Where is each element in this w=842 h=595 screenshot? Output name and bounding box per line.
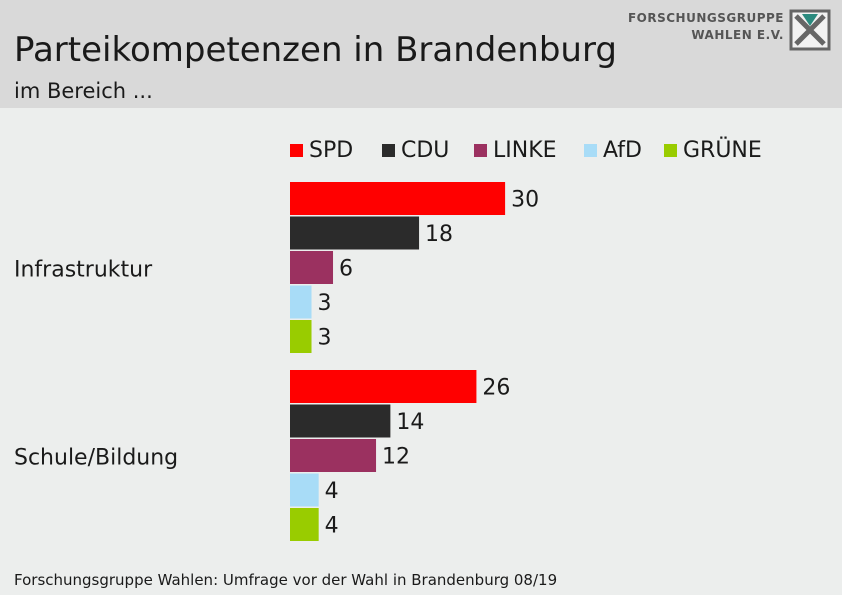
data-label-infrastruktur-gruene: 3 [318, 326, 332, 351]
legend-swatch-linke [474, 144, 487, 157]
data-label-infrastruktur-linke: 6 [339, 257, 353, 282]
bar-infrastruktur-cdu [290, 216, 420, 250]
bar-schule-bildung-afd [290, 473, 319, 507]
legend-label-cdu: CDU [401, 138, 449, 163]
page-title: Parteikompetenzen in Brandenburg [14, 30, 617, 70]
logo-text-line1: FORSCHUNGSGRUPPE [627, 11, 784, 25]
bar-infrastruktur-afd [290, 285, 312, 319]
header: Parteikompetenzen in Brandenburg im Bere… [0, 0, 842, 108]
data-label-infrastruktur-afd: 3 [318, 291, 332, 316]
data-label-schule-bildung-spd: 26 [482, 376, 510, 401]
data-label-infrastruktur-spd: 30 [511, 188, 539, 213]
bar-infrastruktur-spd [290, 182, 506, 215]
data-label-schule-bildung-linke: 12 [382, 445, 410, 470]
legend-label-spd: SPD [309, 138, 353, 163]
bar-infrastruktur-gruene [290, 320, 312, 353]
data-label-infrastruktur-cdu: 18 [425, 222, 453, 247]
logo: FORSCHUNGSGRUPPE WAHLEN E.V. [628, 8, 836, 52]
bar-schule-bildung-gruene [290, 508, 319, 541]
legend-swatch-afd [584, 144, 597, 157]
logo-cross-icon [789, 9, 831, 51]
bar-infrastruktur-linke [290, 251, 334, 284]
legend-swatch-cdu [382, 144, 395, 157]
logo-text-line2: WAHLEN E.V. [691, 28, 784, 42]
source-note: Forschungsgruppe Wahlen: Umfrage vor der… [14, 571, 558, 589]
page-subtitle: im Bereich ... [14, 79, 153, 103]
legend-swatch-spd [290, 144, 303, 157]
legend-label-gruene: GRÜNE [683, 137, 762, 163]
category-label-infrastruktur: Infrastruktur [14, 257, 153, 282]
legend-label-linke: LINKE [493, 138, 557, 163]
bar-chart: SPD CDU LINKE AfD GRÜNEInfrastruktur3018633S… [14, 137, 762, 541]
bar-schule-bildung-cdu [290, 404, 391, 438]
category-label-schule-bildung: Schule/Bildung [14, 445, 178, 470]
data-label-schule-bildung-cdu: 14 [396, 410, 424, 435]
legend-label-afd: AfD [603, 138, 642, 163]
data-label-schule-bildung-afd: 4 [325, 479, 339, 504]
data-label-schule-bildung-gruene: 4 [325, 514, 339, 539]
legend-swatch-gruene [664, 144, 677, 157]
bar-schule-bildung-linke [290, 439, 377, 472]
bar-schule-bildung-spd [290, 370, 477, 403]
